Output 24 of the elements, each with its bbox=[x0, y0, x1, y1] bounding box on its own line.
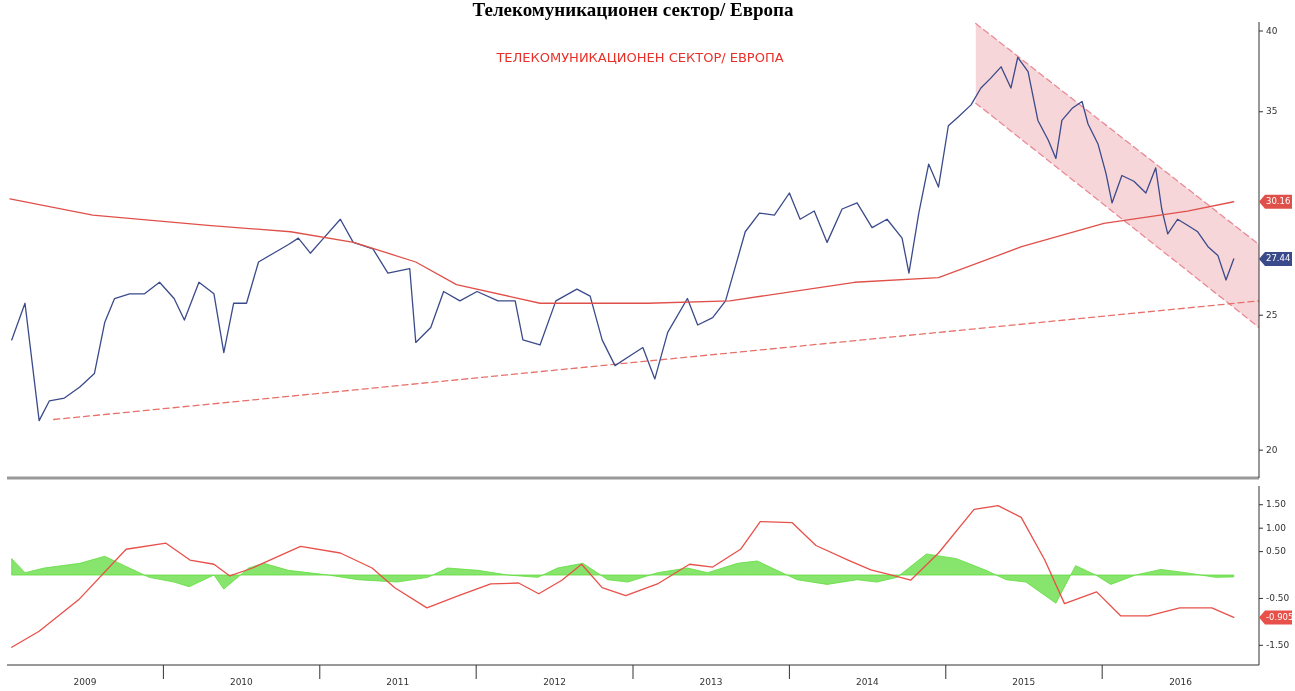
x-tick-label: 2016 bbox=[1169, 677, 1193, 687]
text: -0.905 bbox=[1266, 611, 1294, 622]
y-tick-label: 20 bbox=[1266, 444, 1278, 455]
y-tick-label: -0.50 bbox=[1266, 592, 1290, 603]
text: 30.16 bbox=[1266, 196, 1291, 207]
line-series bbox=[9, 198, 1235, 304]
annotation: ТЕЛЕКОМУНИКАЦИОНЕН СЕКТОР/ ЕВРОПА bbox=[495, 50, 784, 65]
text: 27.44 bbox=[1266, 253, 1291, 264]
line-series bbox=[11, 505, 1235, 648]
y-tick-label: 0.50 bbox=[1266, 546, 1287, 557]
x-tick-label: 2010 bbox=[229, 677, 254, 687]
x-tick-label: 2011 bbox=[386, 677, 410, 687]
y-tick-label: 1.50 bbox=[1266, 499, 1287, 510]
x-tick-label: 2012 bbox=[543, 677, 567, 687]
y-tick-label: 25 bbox=[1266, 309, 1278, 320]
y-tick-label: 1.00 bbox=[1266, 522, 1287, 533]
x-tick-label: 2013 bbox=[699, 677, 723, 687]
x-tick-label: 2009 bbox=[73, 677, 97, 687]
x-tick-label: 2014 bbox=[855, 677, 880, 687]
chart-title: Телекомуникационен сектор/ Европа bbox=[472, 0, 794, 20]
x-tick-label: 2015 bbox=[1012, 677, 1036, 687]
y-tick-label: -1.50 bbox=[1266, 639, 1290, 650]
y-tick-label: 35 bbox=[1266, 106, 1278, 117]
y-tick-label: 40 bbox=[1266, 25, 1278, 36]
